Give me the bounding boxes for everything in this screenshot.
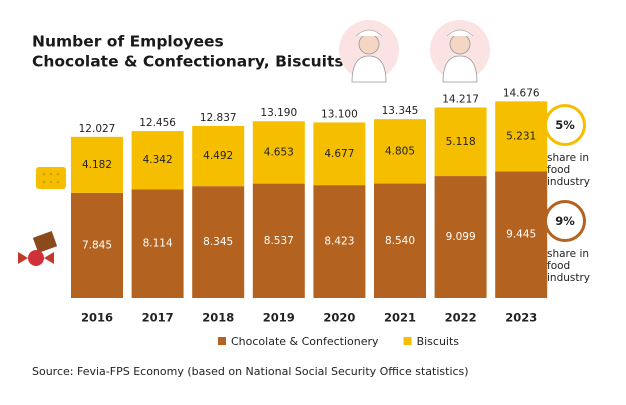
total-label: 12.456 [139,117,176,129]
data-label: 4.492 [203,150,233,162]
bar-segment [434,107,487,177]
data-label: 9.445 [506,229,536,241]
bar-segment [313,185,366,298]
data-label: 5.231 [506,130,536,142]
data-label: 5.118 [446,136,476,148]
chart-title: Number of Employees [32,33,224,51]
bar-segment [252,183,305,298]
data-label: 7.845 [82,239,112,251]
data-label: 8.345 [203,236,233,248]
data-label: 4.653 [264,146,294,158]
total-label: 14.676 [503,87,540,99]
biscuit-icon [36,167,66,189]
legend-swatch [218,337,226,345]
x-tick-label: 2019 [263,311,295,325]
x-tick-label: 2020 [323,311,355,325]
data-label: 8.114 [143,238,173,250]
data-label: 9.099 [446,231,476,243]
share-text: share in food industry [547,248,591,284]
bar-segment [374,183,426,298]
data-label: 8.537 [264,235,294,247]
bar-segment [71,192,123,298]
data-label: 4.342 [143,154,173,166]
total-label: 14.217 [442,93,479,105]
legend-label: Biscuits [417,335,460,348]
x-tick-label: 2022 [445,311,477,325]
x-tick-label: 2017 [142,311,174,325]
total-label: 12.027 [79,123,116,135]
bar-segment [131,131,184,190]
bar-segment [313,122,366,186]
bar-segment [192,125,245,187]
legend-swatch [403,337,412,345]
bar-segment [252,121,305,184]
data-label: 4.182 [82,159,112,171]
bar-segment [495,101,548,172]
x-tick-label: 2018 [202,311,234,325]
share-text: share in food industry [547,152,591,188]
worker-illustration [339,20,490,83]
data-label: 8.423 [324,236,354,248]
bar-segment [374,119,426,184]
bar-segment [495,171,548,298]
source: Source: Fevia-FPS Economy (based on Nati… [32,365,469,378]
x-tick-label: 2023 [505,311,537,325]
chocolate-icon [18,231,58,266]
bar-segment [131,189,184,298]
share-badge: 5% [544,104,586,146]
bar-segment [192,186,245,298]
x-tick-label: 2021 [384,311,416,325]
data-label: 8.540 [385,235,415,247]
data-label: 4.805 [385,145,415,157]
legend-label: Chocolate & Confectionery [231,335,379,348]
x-tick-label: 2016 [81,311,113,325]
total-label: 12.837 [200,112,237,124]
bar-segment [71,136,123,193]
data-label: 4.677 [324,148,354,160]
chart-title: Chocolate & Confectionary, Biscuits [32,53,344,71]
total-label: 13.100 [321,108,358,120]
share-badge: 9% [544,200,586,242]
bar-segment [434,176,487,298]
total-label: 13.345 [382,105,419,117]
total-label: 13.190 [260,107,297,119]
